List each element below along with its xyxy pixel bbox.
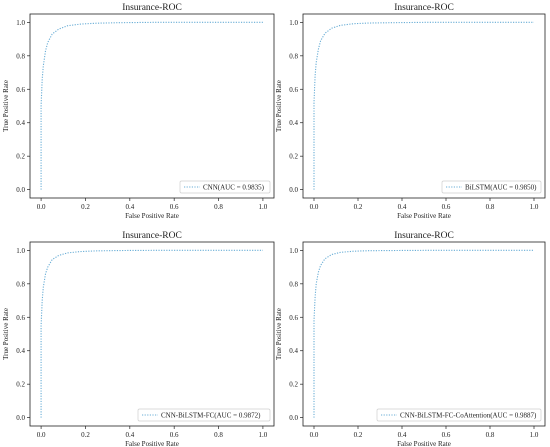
x-tick-label: 0.4 — [125, 203, 134, 211]
x-axis-label: False Positive Rate — [125, 440, 179, 447]
y-axis-label: True Positive Rate — [2, 308, 10, 360]
x-tick-label: 0.8 — [486, 203, 495, 211]
y-tick-label: 0.0 — [16, 414, 25, 422]
y-tick-label: 0.8 — [289, 280, 298, 288]
plot-frame — [29, 13, 275, 199]
x-tick-label: 0.2 — [354, 431, 363, 439]
x-axis-label: False Positive Rate — [125, 212, 179, 220]
y-tick-label: 0.2 — [16, 381, 25, 389]
y-tick-label: 0.0 — [289, 414, 298, 422]
x-tick-label: 1.0 — [259, 431, 268, 439]
y-axis-label: True Positive Rate — [275, 80, 283, 132]
legend-box — [137, 408, 271, 422]
x-tick-label: 0.6 — [170, 431, 179, 439]
legend-label: CNN(AUC = 0.9835) — [203, 184, 265, 192]
roc-panel-2: Insurance-ROC 0.0 0.2 0.4 0.6 0.8 1.0 0.0 0.2 0.4… — [275, 3, 546, 220]
y-tick-label: 0.4 — [289, 119, 298, 127]
x-tick-label: 0.8 — [214, 431, 223, 439]
y-tick-label: 0.4 — [16, 119, 25, 127]
x-tick-label: 0.8 — [486, 431, 495, 439]
y-tick-label: 0.2 — [289, 153, 298, 161]
y-tick-label: 0.0 — [289, 186, 298, 194]
x-tick-label: 0.6 — [442, 431, 451, 439]
roc-curve — [313, 21, 534, 190]
x-tick-label: 1.0 — [259, 203, 268, 211]
y-tick-label: 0.0 — [16, 186, 25, 194]
y-tick-label: 1.0 — [289, 19, 298, 27]
x-tick-label: 0.8 — [214, 203, 223, 211]
plot-frame — [302, 241, 546, 427]
roc-panel-4: Insurance-ROC 0.0 0.2 0.4 0.6 0.8 1.0 0.0 0.2 0.4… — [275, 231, 546, 447]
y-tick-label: 0.8 — [289, 52, 298, 60]
x-tick-label: 0.4 — [398, 203, 407, 211]
legend-label: CNN-BiLSTM-FC-CoAttention(AUC = 0.9887) — [400, 412, 537, 420]
y-tick-label: 0.4 — [16, 347, 25, 355]
y-axis-label: True Positive Rate — [2, 80, 10, 132]
x-axis-label: False Positive Rate — [397, 440, 451, 447]
plot-frame — [29, 241, 275, 427]
x-tick-label: 0.0 — [37, 203, 46, 211]
y-tick-label: 0.6 — [289, 86, 298, 94]
y-tick-label: 0.2 — [289, 381, 298, 389]
roc-curve — [40, 249, 263, 418]
x-tick-label: 0.2 — [81, 431, 90, 439]
y-axis-label: True Positive Rate — [275, 308, 283, 360]
legend-label: CNN-BiLSTM-FC(AUC = 0.9872) — [161, 412, 261, 420]
roc-panel-3: Insurance-ROC 0.0 0.2 0.4 0.6 0.8 1.0 0.0 0.2 0.4… — [2, 231, 275, 447]
x-tick-label: 0.6 — [442, 203, 451, 211]
y-tick-label: 1.0 — [16, 19, 25, 27]
roc-curve — [313, 249, 534, 418]
y-tick-label: 0.6 — [16, 314, 25, 322]
x-tick-label: 0.4 — [398, 431, 407, 439]
y-tick-label: 1.0 — [289, 247, 298, 255]
y-tick-label: 0.6 — [289, 314, 298, 322]
chart-title: Insurance-ROC — [122, 231, 182, 241]
legend-box — [376, 408, 542, 422]
plot-frame — [302, 13, 546, 199]
x-tick-label: 0.4 — [125, 431, 134, 439]
x-axis-label: False Positive Rate — [397, 212, 451, 220]
legend-label: BiLSTM(AUC = 0.9850) — [465, 184, 537, 192]
x-tick-label: 0.0 — [310, 431, 319, 439]
y-tick-label: 0.6 — [16, 86, 25, 94]
x-tick-label: 0.0 — [37, 431, 46, 439]
chart-title: Insurance-ROC — [394, 3, 454, 13]
roc-panels: Insurance-ROC 0.0 0.2 0.4 0.6 0.8 1.0 0.0 0.2 0.4… — [2, 3, 546, 447]
x-tick-label: 0.2 — [354, 203, 363, 211]
x-tick-label: 0.2 — [81, 203, 90, 211]
x-tick-label: 0.0 — [310, 203, 319, 211]
legend-box — [441, 180, 542, 194]
y-tick-label: 0.4 — [289, 347, 298, 355]
y-tick-label: 1.0 — [16, 247, 25, 255]
roc-panel-1: Insurance-ROC 0.0 0.2 0.4 0.6 0.8 1.0 0.0 0.2 0.4… — [2, 3, 275, 220]
y-tick-label: 0.2 — [16, 153, 25, 161]
x-tick-label: 0.6 — [170, 203, 179, 211]
chart-title: Insurance-ROC — [394, 231, 454, 241]
roc-curve — [40, 21, 263, 190]
x-tick-label: 1.0 — [530, 203, 539, 211]
x-tick-label: 1.0 — [530, 431, 539, 439]
y-tick-label: 0.8 — [16, 52, 25, 60]
legend-box — [179, 180, 271, 194]
y-tick-label: 0.8 — [16, 280, 25, 288]
chart-title: Insurance-ROC — [122, 3, 182, 13]
